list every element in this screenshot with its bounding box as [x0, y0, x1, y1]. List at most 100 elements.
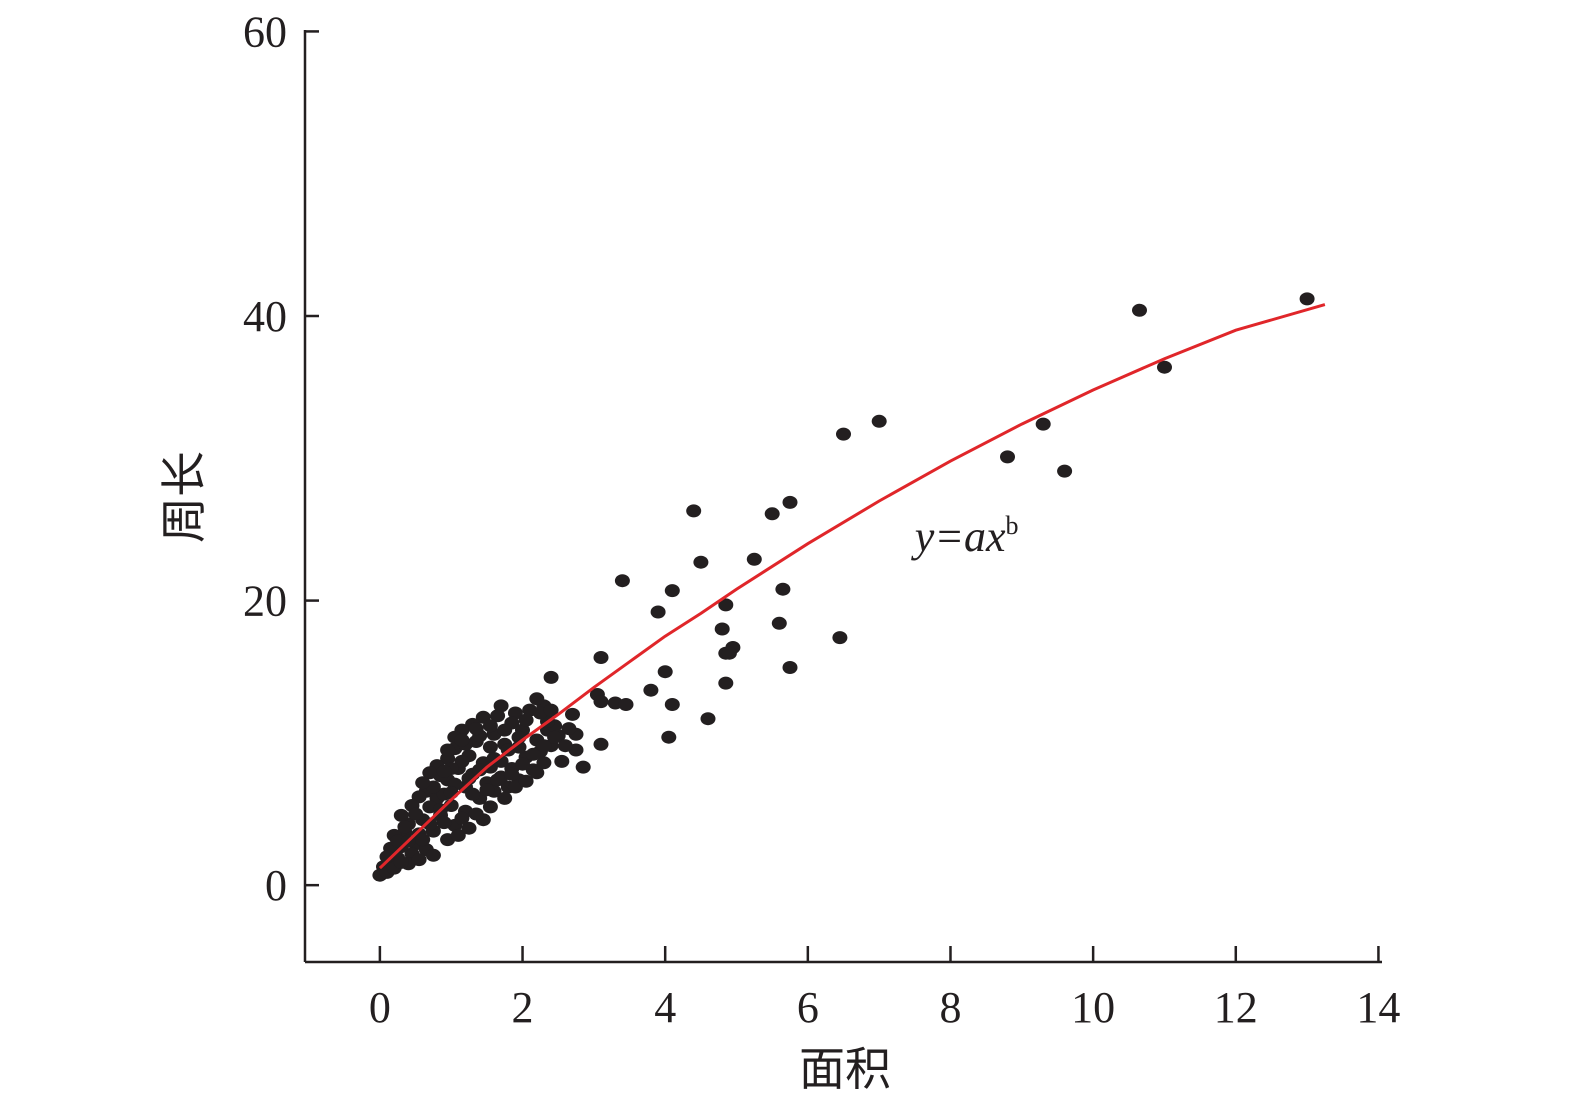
data-point: [832, 631, 848, 645]
data-point: [836, 427, 851, 441]
x-tick-label: 2: [512, 983, 534, 1032]
y-tick-label: 40: [243, 292, 287, 341]
data-point: [507, 706, 523, 720]
data-point: [465, 787, 481, 801]
data-point: [393, 855, 409, 869]
data-point: [518, 713, 534, 727]
data-point: [1035, 417, 1051, 431]
data-point: [593, 737, 609, 751]
x-ticks: 0 2 4 6 8 10 12 14: [369, 946, 1400, 1032]
fit-curve: [378, 303, 1326, 870]
data-point: [408, 807, 424, 821]
data-point: [415, 776, 431, 790]
data-point: [721, 646, 737, 660]
data-point: [529, 766, 545, 780]
y-tick-label: 0: [265, 861, 287, 910]
data-point: [1299, 292, 1315, 306]
data-point: [693, 555, 709, 569]
y-tick-label: 60: [243, 7, 287, 56]
data-point: [468, 722, 484, 736]
data-point: [497, 723, 513, 737]
x-tick-label: 6: [797, 983, 819, 1032]
data-point: [1000, 450, 1015, 464]
data-point: [543, 670, 559, 684]
data-point: [593, 695, 609, 709]
y-axis-title: 周长: [157, 451, 211, 543]
data-point: [782, 661, 798, 674]
x-tick-label: 8: [939, 983, 961, 1032]
data-point: [565, 707, 580, 721]
data-point: [493, 699, 509, 713]
data-point: [1157, 360, 1172, 374]
data-point: [468, 807, 484, 821]
x-tick-label: 14: [1356, 983, 1400, 1032]
data-point: [507, 780, 523, 794]
x-tick-label: 10: [1071, 983, 1115, 1032]
data-point: [775, 582, 791, 596]
data-point: [379, 850, 395, 864]
data-point: [746, 552, 762, 566]
data-point: [436, 764, 452, 778]
data-point: [714, 622, 730, 636]
data-point: [525, 747, 541, 761]
data-point: [1057, 464, 1073, 478]
data-point: [664, 698, 680, 711]
axes: [303, 30, 1382, 964]
data-point: [650, 605, 666, 619]
data-point: [557, 739, 573, 753]
data-point: [422, 766, 438, 780]
data-point: [618, 698, 634, 711]
data-point: [436, 816, 452, 830]
data-point: [515, 757, 530, 771]
data-point: [479, 783, 495, 797]
data-point: [454, 754, 470, 768]
y-tick-label: 20: [243, 577, 287, 626]
data-point: [718, 676, 734, 690]
x-tick-label: 12: [1214, 983, 1258, 1032]
data-point: [536, 756, 552, 770]
data-point: [422, 817, 438, 831]
data-point: [411, 853, 427, 867]
data-point: [664, 584, 680, 598]
data-point: [490, 773, 506, 787]
data-point: [871, 414, 887, 428]
data-point: [1132, 303, 1147, 317]
data-point: [482, 760, 498, 774]
data-point: [575, 760, 591, 774]
data-point: [454, 733, 470, 747]
data-points: [372, 292, 1315, 882]
data-point: [593, 651, 609, 664]
x-tick-label: 0: [369, 983, 391, 1032]
data-point: [686, 504, 702, 518]
data-point: [450, 828, 466, 842]
data-point: [543, 703, 559, 717]
data-point: [536, 739, 552, 753]
data-point: [718, 598, 734, 612]
data-point: [657, 665, 673, 679]
x-axis-title: 面积: [799, 1042, 891, 1096]
data-point: [415, 833, 431, 847]
data-point: [504, 767, 520, 781]
data-point: [393, 808, 409, 822]
data-point: [390, 834, 406, 848]
data-point: [397, 820, 413, 834]
data-point: [482, 719, 498, 733]
data-point: [482, 740, 498, 754]
data-point: [771, 616, 787, 630]
data-point: [425, 848, 441, 862]
data-point: [490, 709, 506, 723]
data-point: [614, 574, 630, 588]
data-point: [454, 811, 470, 825]
data-point: [547, 730, 563, 744]
data-point: [554, 754, 570, 768]
data-point: [700, 712, 716, 726]
data-point: [461, 821, 477, 835]
data-point: [643, 683, 659, 697]
data-point: [440, 743, 456, 757]
y-ticks: 0 20 40 60: [243, 7, 319, 910]
data-point: [661, 730, 677, 744]
data-point: [518, 774, 534, 788]
data-point: [764, 507, 780, 521]
fit-equation-annotation: y=axb: [911, 511, 1019, 561]
